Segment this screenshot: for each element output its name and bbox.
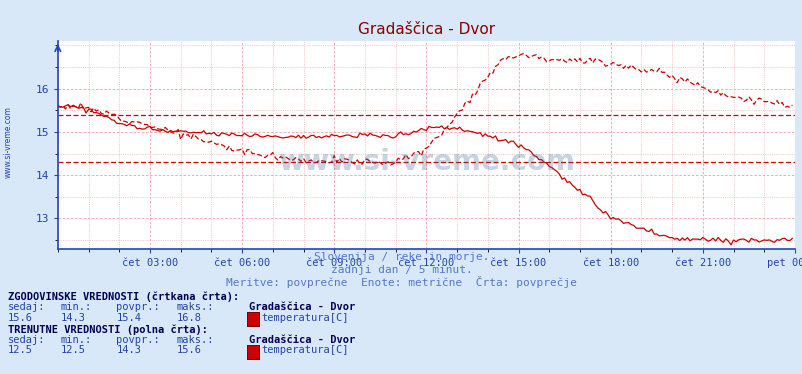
Text: povpr.:: povpr.: <box>116 303 160 312</box>
Text: 15.6: 15.6 <box>8 313 33 322</box>
Text: Gradaščica - Dvor: Gradaščica - Dvor <box>249 335 354 345</box>
Text: zadnji dan / 5 minut.: zadnji dan / 5 minut. <box>330 265 472 275</box>
Text: 12.5: 12.5 <box>8 346 33 355</box>
Text: povpr.:: povpr.: <box>116 335 160 345</box>
Text: TRENUTNE VREDNOSTI (polna črta):: TRENUTNE VREDNOSTI (polna črta): <box>8 324 208 335</box>
Text: 15.6: 15.6 <box>176 346 201 355</box>
Text: sedaj:: sedaj: <box>8 303 46 312</box>
Text: temperatura[C]: temperatura[C] <box>261 313 349 322</box>
Text: sedaj:: sedaj: <box>8 335 46 345</box>
Text: 15.4: 15.4 <box>116 313 141 322</box>
Text: min.:: min.: <box>60 335 91 345</box>
Text: Meritve: povprečne  Enote: metrične  Črta: povprečje: Meritve: povprečne Enote: metrične Črta:… <box>225 276 577 288</box>
Text: min.:: min.: <box>60 303 91 312</box>
Text: Slovenija / reke in morje.: Slovenija / reke in morje. <box>314 252 488 262</box>
Text: 16.8: 16.8 <box>176 313 201 322</box>
Text: maks.:: maks.: <box>176 303 214 312</box>
Text: 14.3: 14.3 <box>116 346 141 355</box>
Text: Gradaščica - Dvor: Gradaščica - Dvor <box>249 303 354 312</box>
Title: Gradaščica - Dvor: Gradaščica - Dvor <box>358 22 494 37</box>
Text: 14.3: 14.3 <box>60 313 85 322</box>
Text: www.si-vreme.com: www.si-vreme.com <box>3 106 13 178</box>
Text: temperatura[C]: temperatura[C] <box>261 346 349 355</box>
Text: ZGODOVINSKE VREDNOSTI (črtkana črta):: ZGODOVINSKE VREDNOSTI (črtkana črta): <box>8 291 239 302</box>
Text: www.si-vreme.com: www.si-vreme.com <box>277 147 574 175</box>
Text: 12.5: 12.5 <box>60 346 85 355</box>
Text: maks.:: maks.: <box>176 335 214 345</box>
